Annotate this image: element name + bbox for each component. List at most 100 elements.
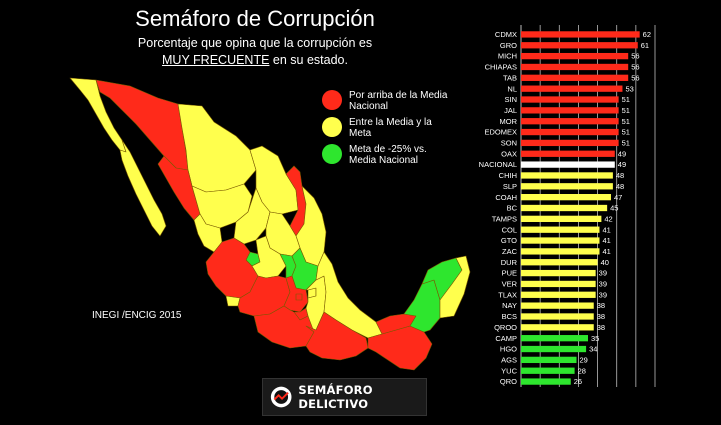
source-note: INEGI /ENCIG 2015 bbox=[92, 310, 182, 321]
category-label: MICH bbox=[498, 52, 517, 61]
category-label: JAL bbox=[504, 106, 517, 115]
value-label: 49 bbox=[618, 149, 626, 158]
legend-label-red: Por arriba de la Media Nacional bbox=[349, 90, 448, 112]
value-label: 51 bbox=[622, 106, 630, 115]
chart-bars: CDMX 62 GRO 61 MICH 56 CHIAPAS 56 TAB 56 NL 53 SIN 51… bbox=[479, 30, 651, 386]
bar-qro bbox=[521, 378, 571, 385]
state-oaxaca bbox=[305, 311, 369, 361]
value-label: 48 bbox=[616, 171, 624, 180]
chart-title: Semáforo de Corrupción bbox=[135, 6, 375, 31]
bar-nl bbox=[521, 85, 623, 92]
bar-gto bbox=[521, 237, 600, 244]
value-label: 39 bbox=[599, 269, 607, 278]
category-label: COAH bbox=[495, 193, 517, 202]
map-states bbox=[69, 77, 471, 371]
bar-cdmx bbox=[521, 31, 640, 38]
value-label: 56 bbox=[631, 63, 639, 72]
category-label: CDMX bbox=[495, 30, 517, 39]
bar-gro bbox=[521, 42, 638, 49]
value-label: 62 bbox=[643, 30, 651, 39]
category-label: YUC bbox=[501, 366, 517, 375]
category-label: MOR bbox=[500, 117, 518, 126]
value-label: 35 bbox=[591, 334, 599, 343]
bar-bcs bbox=[521, 313, 594, 320]
value-label: 51 bbox=[622, 139, 630, 148]
bar-ver bbox=[521, 280, 596, 288]
state-quintana-roo bbox=[439, 255, 471, 319]
legend-item-yellow: Entre la Media y la Meta bbox=[322, 117, 449, 139]
logo: SEMÁFORO DELICTIVO bbox=[262, 378, 427, 416]
bar-bc bbox=[521, 204, 608, 212]
value-label: 41 bbox=[602, 247, 610, 256]
category-label: CHIAPAS bbox=[485, 63, 517, 72]
category-label: VER bbox=[502, 280, 518, 289]
legend-green-dot-icon bbox=[322, 144, 342, 164]
bar-slp bbox=[521, 183, 613, 190]
category-label: SIN bbox=[504, 95, 517, 104]
value-label: 51 bbox=[622, 95, 630, 104]
category-label: NACIONAL bbox=[479, 160, 517, 169]
bar-jal bbox=[521, 107, 619, 114]
state-cdmx bbox=[295, 293, 303, 301]
bar-zac bbox=[521, 248, 600, 255]
bar-tab bbox=[521, 74, 629, 81]
category-label: QRO bbox=[500, 377, 517, 386]
category-label: HGO bbox=[500, 345, 517, 354]
category-label: NAY bbox=[502, 301, 517, 310]
category-label: DUR bbox=[501, 258, 518, 267]
value-label: 28 bbox=[578, 366, 586, 375]
value-label: 51 bbox=[622, 128, 630, 137]
category-label: CAMP bbox=[495, 334, 517, 343]
category-label: QROO bbox=[494, 323, 517, 332]
category-label: GRO bbox=[500, 41, 517, 50]
value-label: 26 bbox=[574, 377, 582, 386]
bar-dur bbox=[521, 259, 598, 266]
legend-label-green: Meta de -25% vs. Media Nacional bbox=[349, 144, 427, 166]
bar-chiapas bbox=[521, 63, 629, 71]
chart-subtitle-line1: Porcentaje que opina que la corrupción e… bbox=[137, 36, 373, 50]
value-label: 38 bbox=[597, 301, 605, 310]
chart-subtitle-line2: MUY FRECUENTE en su estado. bbox=[60, 53, 450, 67]
value-label: 56 bbox=[631, 52, 639, 61]
bar-oax bbox=[521, 150, 615, 157]
value-label: 47 bbox=[614, 193, 622, 202]
category-label: TLAX bbox=[498, 290, 517, 299]
category-label: SON bbox=[501, 139, 517, 148]
subtitle-rest: en su estado. bbox=[269, 53, 348, 67]
bar-son bbox=[521, 139, 619, 147]
bar-tamps bbox=[521, 215, 602, 222]
category-label: TAB bbox=[503, 73, 517, 82]
state-baja-california-sur bbox=[119, 139, 167, 237]
legend-item-green: Meta de -25% vs. Media Nacional bbox=[322, 144, 449, 166]
category-label: GTO bbox=[501, 236, 517, 245]
bar-ags bbox=[521, 356, 577, 364]
legend-label-yellow: Entre la Media y la Meta bbox=[349, 117, 432, 139]
bar-nacional bbox=[521, 161, 615, 168]
bar-chih bbox=[521, 172, 613, 179]
value-label: 48 bbox=[616, 182, 624, 191]
bar-qroo bbox=[521, 324, 594, 331]
category-label: EDOMEX bbox=[484, 128, 517, 137]
bar-sin bbox=[521, 96, 619, 103]
category-label: BC bbox=[507, 204, 518, 213]
value-label: 38 bbox=[597, 312, 605, 321]
bar-camp bbox=[521, 335, 588, 342]
value-label: 39 bbox=[599, 290, 607, 299]
category-label: SLP bbox=[503, 182, 517, 191]
bar-coah bbox=[521, 194, 611, 201]
bar-tlax bbox=[521, 291, 596, 298]
value-label: 45 bbox=[610, 204, 618, 213]
bar-edomex bbox=[521, 128, 619, 136]
bar-nay bbox=[521, 302, 594, 309]
bar-mich bbox=[521, 52, 629, 60]
value-label: 42 bbox=[604, 214, 612, 223]
subtitle-emphasis: MUY FRECUENTE bbox=[162, 53, 270, 67]
category-label: OAX bbox=[501, 149, 517, 158]
state-guerrero bbox=[253, 305, 315, 349]
logo-text: SEMÁFORO DELICTIVO bbox=[298, 383, 373, 411]
category-label: COL bbox=[502, 225, 517, 234]
value-label: 29 bbox=[580, 355, 588, 364]
value-label: 49 bbox=[618, 160, 626, 169]
